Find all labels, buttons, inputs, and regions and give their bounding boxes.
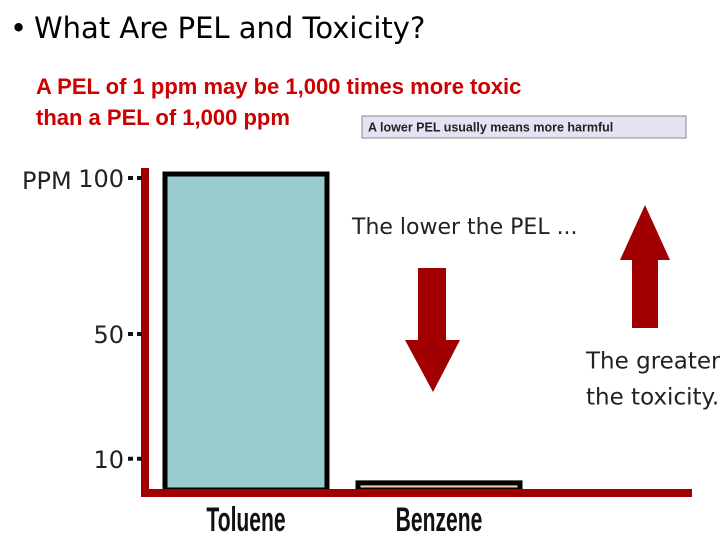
slide-title: What Are PEL and Toxicity? <box>34 11 425 45</box>
down-arrow <box>405 268 460 392</box>
bullet: • <box>10 11 27 45</box>
annotation: The lower the PEL ... <box>351 215 578 240</box>
x-tick-label: Benzene <box>396 500 483 538</box>
y-tick-label: 100 <box>78 165 124 193</box>
bar <box>162 171 330 493</box>
annotation: the toxicity. <box>586 385 719 411</box>
y-axis-label: PPM <box>22 167 72 195</box>
note: A lower PEL usually means more harmful <box>368 120 613 134</box>
subtitle-line: A PEL of 1 ppm may be 1,000 times more t… <box>36 74 521 99</box>
up-arrow <box>620 205 670 328</box>
y-tick-label: 50 <box>93 321 124 349</box>
note-box <box>361 115 687 139</box>
y-tick-label: 10 <box>93 446 124 474</box>
annotation: The greater <box>585 349 720 375</box>
subtitle-line: than a PEL of 1,000 ppm <box>36 105 290 130</box>
bar <box>355 480 523 493</box>
x-tick-label: Toluene <box>206 500 285 538</box>
plot <box>162 171 523 493</box>
